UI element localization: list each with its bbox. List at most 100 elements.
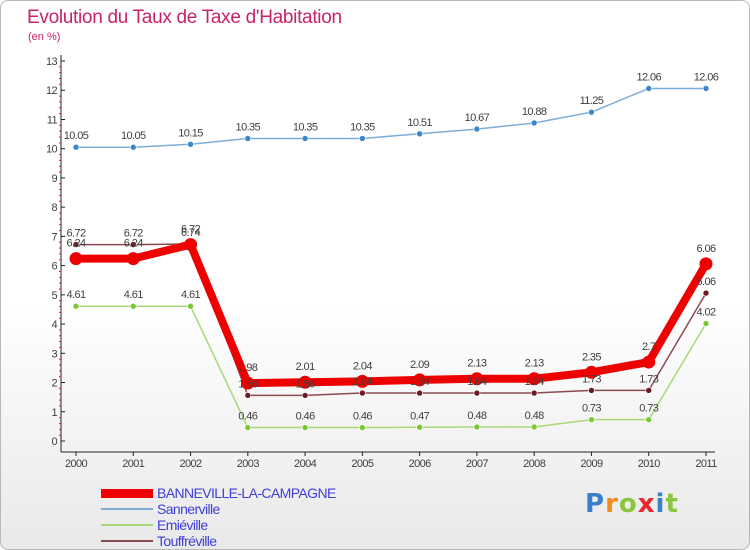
logo-letter: i [655, 489, 666, 519]
logo-letter: r [605, 489, 619, 519]
data-label: 10.05 [121, 130, 146, 142]
y-tick-label: 7 [51, 231, 57, 243]
data-label: 0.48 [467, 410, 486, 422]
data-point [473, 125, 481, 133]
y-tick-label: 9 [51, 173, 57, 185]
x-tick-label: 2010 [638, 458, 661, 470]
data-label: 0.47 [410, 410, 429, 422]
data-label: 1.56 [296, 378, 315, 390]
data-label: 2.13 [467, 358, 486, 370]
data-point [416, 130, 423, 138]
series-line [76, 305, 707, 429]
chart-legend: BANNEVILLE-LA-CAMPAGNE Sannerville Emiévil… [101, 485, 401, 549]
data-label: 6.24 [66, 238, 85, 250]
data-point [244, 424, 252, 431]
data-point [72, 143, 80, 151]
y-tick-label: 6 [51, 261, 57, 273]
data-point [416, 389, 423, 397]
data-point [699, 257, 713, 271]
data-label: 4.02 [696, 306, 715, 318]
data-label: 2.35 [582, 351, 601, 363]
data-label: 1.64 [353, 376, 372, 388]
legend-item: Emiéville [101, 517, 401, 533]
logo-letter: x [637, 489, 656, 519]
y-tick-label: 11 [47, 114, 58, 126]
x-tick-label: 2006 [409, 458, 432, 470]
data-point [473, 389, 481, 397]
data-label: 12.06 [636, 71, 661, 83]
data-point [301, 424, 309, 431]
y-tick-label: 2 [51, 378, 57, 390]
data-point [187, 141, 194, 148]
legend-label: Emiéville [157, 517, 208, 533]
data-point [702, 320, 710, 327]
data-point [69, 252, 83, 266]
data-point [129, 143, 137, 151]
data-label: 10.05 [64, 130, 89, 142]
x-tick-label: 2003 [237, 458, 260, 470]
data-point [355, 374, 369, 388]
y-tick-label: 13 [46, 56, 58, 68]
data-label: 2.7 [642, 341, 656, 353]
proxiti-logo: Proxit [585, 489, 679, 519]
logo-letter: t [665, 489, 679, 519]
data-point [530, 389, 538, 397]
data-point [416, 423, 423, 431]
data-point [244, 135, 252, 142]
x-tick-label: 2008 [523, 458, 546, 470]
data-point [359, 424, 366, 431]
data-point [359, 135, 366, 142]
data-point [588, 387, 595, 394]
data-label: 1.64 [525, 376, 544, 388]
legend-swatch [101, 540, 153, 542]
data-label: 0.46 [353, 411, 372, 423]
data-label: 4.61 [124, 289, 143, 301]
data-label: 1.73 [639, 373, 658, 385]
data-point [301, 135, 309, 142]
y-tick-label: 8 [51, 202, 57, 214]
data-label: 10.35 [350, 121, 375, 133]
data-label: 6.72 [181, 224, 200, 236]
data-label: 4.61 [181, 289, 200, 301]
data-label: 1.56 [238, 378, 257, 390]
data-label: 0.73 [639, 403, 658, 415]
data-label: 12.06 [694, 71, 719, 83]
y-tick-label: 12 [46, 85, 58, 97]
y-tick-label: 0 [51, 436, 57, 448]
data-label: 2.04 [353, 360, 372, 372]
legend-swatch [101, 524, 153, 526]
series-line [76, 240, 710, 388]
data-label: 1.64 [467, 376, 486, 388]
data-point [359, 389, 366, 397]
legend-item: BANNEVILLE-LA-CAMPAGNE [101, 485, 401, 501]
legend-label: Touffréville [157, 533, 217, 549]
data-label: 6.72 [124, 228, 143, 240]
data-label: 10.15 [178, 127, 203, 139]
data-point [645, 85, 653, 92]
data-point [298, 375, 312, 389]
data-label: 6.74 [181, 227, 200, 239]
y-tick-label: 3 [51, 348, 57, 360]
data-point [588, 416, 595, 423]
data-point [527, 372, 541, 386]
series-line [76, 87, 706, 148]
data-label: 10.88 [522, 106, 547, 118]
data-point [301, 392, 309, 399]
data-point [129, 241, 137, 248]
data-point [702, 85, 710, 92]
data-point [584, 365, 598, 379]
x-tick-label: 2007 [466, 458, 489, 470]
data-point [413, 373, 427, 387]
data-point [126, 252, 140, 266]
data-label: 0.73 [582, 403, 601, 415]
data-label: 6.06 [696, 243, 715, 255]
x-tick-label: 2002 [180, 458, 203, 470]
legend-swatch [101, 508, 153, 510]
data-point [530, 423, 538, 431]
data-point [530, 119, 538, 127]
data-label: 2.09 [410, 359, 429, 371]
chart-title: Evolution du Taux de Taxe d'Habitation [27, 7, 342, 28]
legend-label: BANNEVILLE-LA-CAMPAGNE [157, 485, 336, 501]
